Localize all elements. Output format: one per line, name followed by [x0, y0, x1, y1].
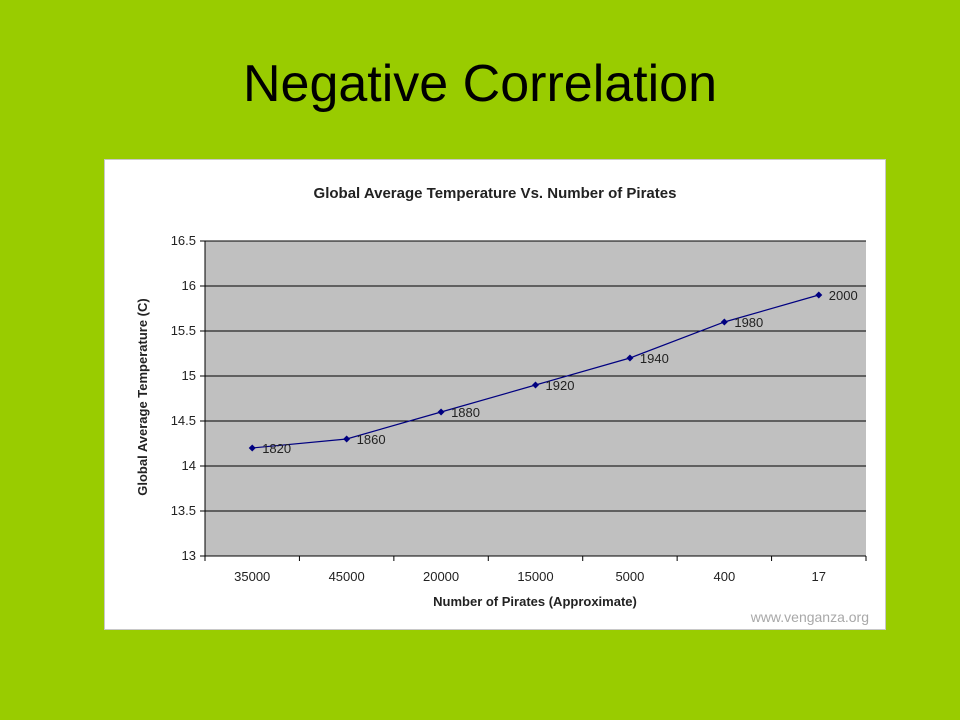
plot-area: [205, 241, 866, 556]
y-tick-label: 13.5: [171, 503, 196, 518]
x-category-label: 45000: [329, 569, 365, 584]
x-axis-label: Number of Pirates (Approximate): [433, 594, 637, 609]
y-axis-label: Global Average Temperature (C): [135, 298, 150, 495]
x-category-label: 20000: [423, 569, 459, 584]
y-tick-label: 16: [182, 278, 196, 293]
data-point: [437, 408, 445, 416]
x-category-label: 15000: [517, 569, 553, 584]
y-tick-label: 15: [182, 368, 196, 383]
slide-title: Negative Correlation: [242, 55, 718, 113]
data-point-label: 1820: [262, 441, 291, 456]
data-point: [248, 444, 256, 452]
data-point: [720, 318, 728, 326]
data-point-label: 1860: [357, 432, 386, 447]
x-category-label: 5000: [615, 569, 644, 584]
data-point-label: 1920: [546, 378, 575, 393]
y-axis-ticks: 13 13.5 14 14.5 15 15.5 16 16.5: [171, 233, 866, 563]
y-tick-label: 14.5: [171, 413, 196, 428]
data-point-label: 2000: [829, 288, 858, 303]
data-point: [532, 381, 539, 389]
x-category-label: 17: [812, 569, 826, 584]
chart-frame: Global Average Temperature Vs. Number of…: [104, 159, 886, 630]
temperature-vs-pirates-chart: Global Average Temperature Vs. Number of…: [135, 185, 869, 625]
credit-watermark: www.venganza.org: [750, 609, 869, 625]
data-point: [343, 435, 351, 443]
data-point-label: 1940: [640, 351, 669, 366]
data-point: [626, 354, 634, 362]
data-point-label: 1980: [734, 315, 763, 330]
y-tick-label: 14: [182, 458, 196, 473]
y-tick-label: 16.5: [171, 233, 196, 248]
series-layer: 1820 1860 1880 1920 1940 1980 2000: [248, 288, 858, 456]
data-point: [815, 291, 823, 299]
y-tick-label: 15.5: [171, 323, 196, 338]
x-category-label: 400: [714, 569, 736, 584]
gridlines: [205, 240, 866, 557]
data-point-label: 1880: [451, 405, 480, 420]
x-category-label: 35000: [234, 569, 270, 584]
x-axis-categories: 35000 45000 20000 15000 5000 400 17: [204, 556, 867, 584]
chart-title: Global Average Temperature Vs. Number of…: [314, 185, 677, 202]
y-tick-label: 13: [182, 548, 196, 563]
